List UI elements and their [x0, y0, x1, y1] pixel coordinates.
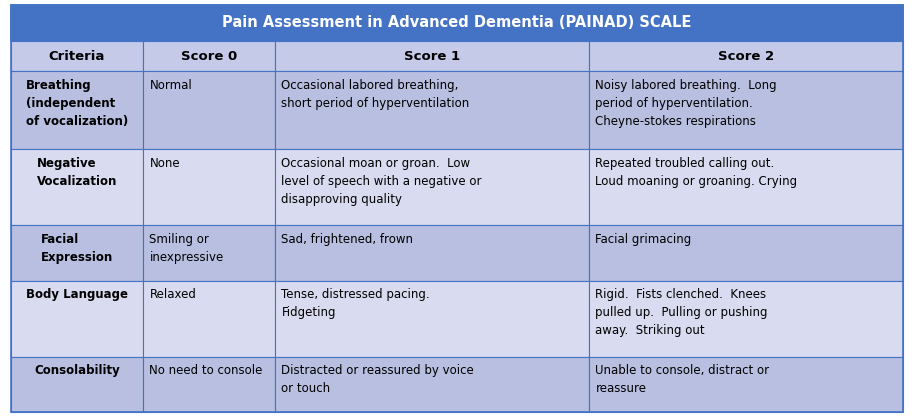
- Bar: [11, 5, 903, 41]
- Text: None: None: [149, 157, 180, 170]
- Text: Normal: Normal: [149, 79, 192, 92]
- Bar: [589, 149, 903, 225]
- Bar: [11, 71, 143, 149]
- Text: Negative
Vocalization: Negative Vocalization: [37, 157, 117, 188]
- Bar: [589, 41, 903, 71]
- Bar: [143, 225, 275, 281]
- Bar: [143, 41, 275, 71]
- Bar: [589, 225, 903, 281]
- Text: Criteria: Criteria: [48, 50, 105, 63]
- Bar: [11, 281, 143, 357]
- Text: Occasional moan or groan.  Low
level of speech with a negative or
disapproving q: Occasional moan or groan. Low level of s…: [282, 157, 482, 206]
- Text: Body Language: Body Language: [26, 288, 128, 301]
- Text: Consolability: Consolability: [34, 364, 120, 377]
- Bar: [11, 41, 143, 71]
- Text: Rigid.  Fists clenched.  Knees
pulled up.  Pulling or pushing
away.  Striking ou: Rigid. Fists clenched. Knees pulled up. …: [595, 288, 768, 337]
- Bar: [143, 281, 275, 357]
- Bar: [143, 149, 275, 225]
- Text: Tense, distressed pacing.
Fidgeting: Tense, distressed pacing. Fidgeting: [282, 288, 430, 319]
- Text: Smiling or
inexpressive: Smiling or inexpressive: [149, 233, 224, 264]
- Bar: [275, 149, 589, 225]
- Text: Relaxed: Relaxed: [149, 288, 197, 301]
- Bar: [275, 357, 589, 412]
- Text: Score 0: Score 0: [181, 50, 237, 63]
- Text: Occasional labored breathing,
short period of hyperventilation: Occasional labored breathing, short peri…: [282, 79, 470, 110]
- Text: Sad, frightened, frown: Sad, frightened, frown: [282, 233, 413, 246]
- Text: Repeated troubled calling out.
Loud moaning or groaning. Crying: Repeated troubled calling out. Loud moan…: [595, 157, 798, 188]
- Text: Pain Assessment in Advanced Dementia (PAINAD) SCALE: Pain Assessment in Advanced Dementia (PA…: [222, 15, 692, 30]
- Bar: [275, 281, 589, 357]
- Bar: [11, 225, 143, 281]
- Bar: [589, 71, 903, 149]
- Text: Facial grimacing: Facial grimacing: [595, 233, 692, 246]
- Text: Score 2: Score 2: [718, 50, 774, 63]
- Text: Unable to console, distract or
reassure: Unable to console, distract or reassure: [595, 364, 770, 395]
- Bar: [589, 281, 903, 357]
- Text: No need to console: No need to console: [149, 364, 262, 377]
- Bar: [275, 71, 589, 149]
- Text: Breathing
(independent
of vocalization): Breathing (independent of vocalization): [26, 79, 128, 128]
- Bar: [275, 225, 589, 281]
- Bar: [11, 357, 143, 412]
- Text: Facial
Expression: Facial Expression: [41, 233, 113, 264]
- Text: Distracted or reassured by voice
or touch: Distracted or reassured by voice or touc…: [282, 364, 474, 395]
- Text: Score 1: Score 1: [404, 50, 460, 63]
- Bar: [589, 357, 903, 412]
- Text: Noisy labored breathing.  Long
period of hyperventilation.
Cheyne-stokes respira: Noisy labored breathing. Long period of …: [595, 79, 777, 128]
- Bar: [143, 71, 275, 149]
- Bar: [11, 149, 143, 225]
- Bar: [275, 41, 589, 71]
- Bar: [143, 357, 275, 412]
